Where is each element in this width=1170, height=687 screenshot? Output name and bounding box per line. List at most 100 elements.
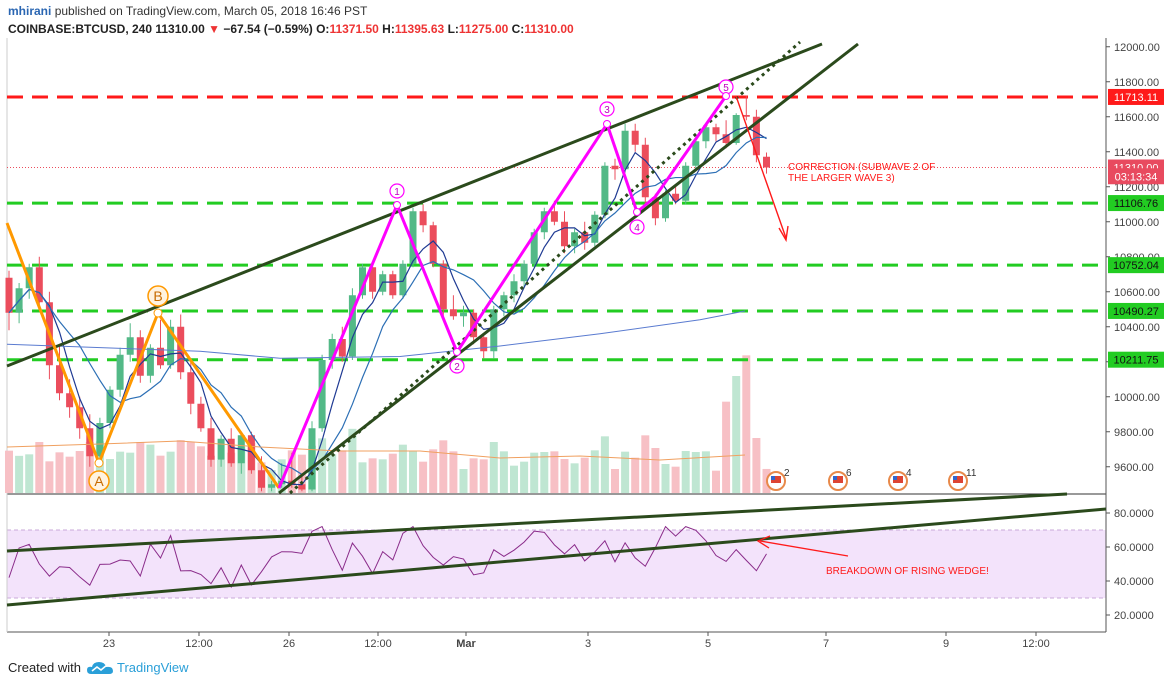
candle-body [389,274,397,296]
candle-body [500,295,508,310]
volume-bar [75,451,84,493]
volume-bar [25,454,34,493]
breakdown-arrowhead [756,535,771,549]
candle-body [571,232,579,247]
volume-bar [641,435,650,493]
volume-bar [530,452,539,493]
time-tick-label: 7 [823,638,829,650]
time-tick-label: 23 [103,638,115,650]
volume-bar [176,440,185,493]
candle-body [742,115,750,117]
price-badge [1108,257,1164,274]
open-label: O: [316,22,330,36]
event-count: 2 [784,468,790,479]
volume-bar [35,442,44,493]
wave-point [153,308,163,318]
candle-body [96,423,104,457]
wave-label-circle [599,101,615,117]
last-price: 11310.00 [155,22,205,36]
time-tick-label: 5 [705,638,711,650]
low-label: L: [447,22,459,36]
volume-bar [560,459,569,493]
candle-body [419,211,427,226]
symbol-label: COINBASE:BTCUSD, 240 [8,22,153,36]
candle-body [359,267,366,296]
candle-body [490,309,498,352]
candle-body [348,295,356,357]
volume-bar [227,452,236,493]
volume-ma [6,440,746,461]
candle-body [480,337,488,352]
candle-body [308,428,316,490]
volume-bar [166,451,175,493]
volume-bar [439,440,448,493]
candle-body [106,389,114,423]
correction-text: CORRECTION (SUBWAVE 2 OF [788,162,935,173]
price-badge [1108,195,1164,212]
volume-bar [469,458,478,493]
volume-bar [136,442,145,493]
volume-bar [217,460,226,493]
price-tick-label: 9800.00 [1114,427,1154,439]
high-value: 11395.63 [394,22,445,36]
published-text: published on TradingView.com, March 05, … [54,4,368,18]
volume-bar [126,452,135,493]
price-badge-label: 11713.11 [1114,92,1158,104]
candle-body [763,156,770,168]
candle-body [217,438,225,460]
volume-bar [85,442,94,493]
volume-bar [701,451,710,493]
price-badge-label: 03:13:34 [1115,171,1158,183]
volume-bar [631,457,640,493]
volume-bar [722,401,731,493]
candle-body [561,221,568,247]
candle-body [752,116,760,156]
volume-bar [186,442,195,493]
volume-bar [651,448,660,493]
price-badge [1108,351,1164,368]
time-tick-label: 26 [283,638,295,650]
candle-body [449,309,457,317]
rsi-tick-label: 20.0000 [1114,610,1154,622]
volume-bar [600,436,609,493]
candle-body [460,312,467,317]
tradingview-logo[interactable]: TradingView [86,660,189,675]
candle-body [611,165,619,170]
rsi-tick-label: 60.0000 [1114,542,1154,554]
publisher-name[interactable]: mhirani [8,4,52,18]
price-tick-label: 11400.00 [1114,147,1159,159]
low-value: 11275.00 [458,22,509,36]
time-tick-label: Mar [456,638,476,650]
candle-body [146,347,154,376]
wave-label-1: 1 [394,187,400,198]
price-tick-label: 10600.00 [1114,287,1160,299]
volume-bar [328,454,337,493]
volume-bar [550,451,559,493]
candle-body [76,407,84,429]
correction-text: THE LARGER WAVE 3) [788,173,895,184]
time-axis: 23 12:00 26 12:00 Mar 3 5 7 9 12:00 [103,632,1050,650]
volume-bar [590,450,599,493]
candle-body [409,211,417,264]
volume-bar [409,450,417,493]
volume-bar [65,456,74,493]
candle-body [662,193,669,219]
volume-bar [419,461,428,493]
candle-body [258,470,265,488]
price-tick-label: 9600.00 [1114,462,1154,474]
flag-stripes-icon [953,476,963,483]
time-tick-label: 12:00 [185,638,213,650]
volume-bar [45,461,54,493]
wave-point [393,201,401,209]
time-tick-label: 12:00 [1022,638,1050,650]
close-value: 11310.00 [524,22,574,36]
candle-body [338,339,346,357]
price-tick-label: 11000.00 [1114,217,1159,229]
price-change: −67.54 (−0.59%) [223,22,313,36]
wave-point [453,348,461,356]
price-badge-label: 10490.27 [1113,306,1159,318]
time-tick-label: 12:00 [364,638,392,650]
volume-bar [116,451,125,493]
volume-bar [732,376,741,493]
